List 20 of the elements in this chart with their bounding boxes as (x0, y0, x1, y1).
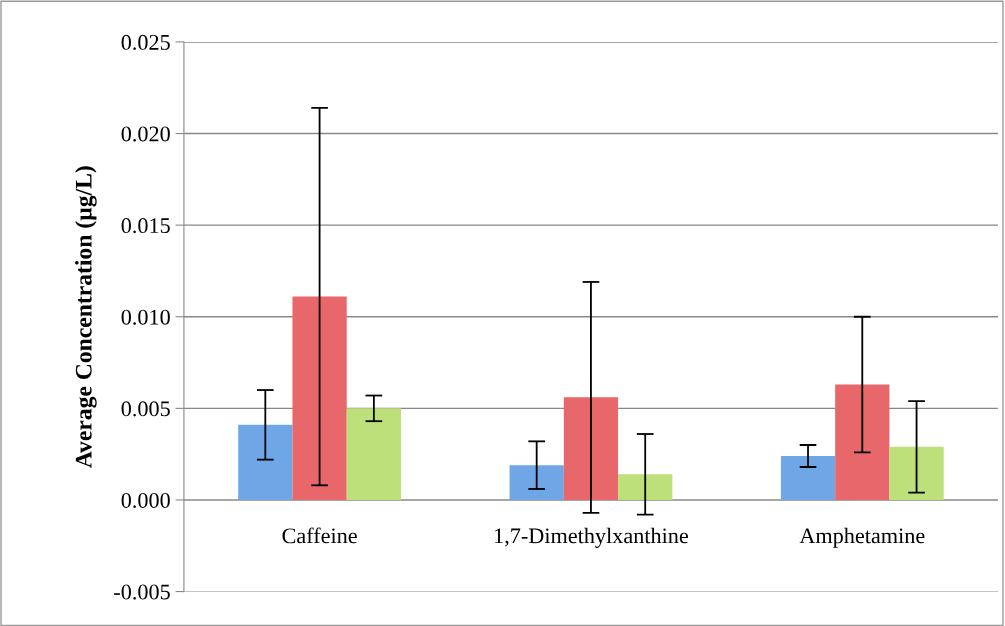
bar (889, 446, 944, 500)
x-tick-label: Caffeine (282, 527, 357, 544)
y-tick-label: 0.020 (121, 126, 170, 142)
bar (835, 384, 890, 500)
bar (509, 465, 564, 500)
x-tick-label: Amphetamine (799, 527, 925, 548)
y-tick-label: -0.005 (114, 584, 170, 600)
y-axis-title: Average Concentration (µg/L) (75, 166, 97, 469)
x-tick-label: 1,7-Dimethylxanthine (495, 527, 688, 548)
bar (563, 397, 619, 500)
y-tick-label: 0.005 (121, 401, 170, 417)
bar (292, 296, 347, 500)
y-tick-label: 0.000 (121, 492, 170, 508)
y-tick-label: 0.025 (121, 34, 170, 50)
bar (346, 408, 401, 500)
y-tick-label: 0.010 (121, 309, 170, 325)
bar (618, 474, 673, 500)
bar (780, 456, 836, 500)
y-tick-label: 0.015 (121, 218, 170, 234)
bar (238, 424, 293, 500)
